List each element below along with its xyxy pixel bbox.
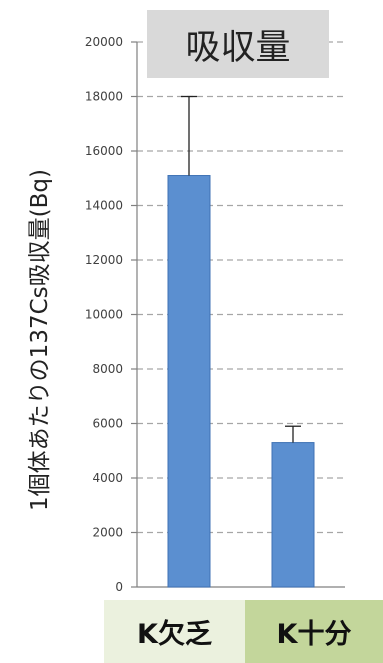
y-tick-label: 12000 — [85, 253, 123, 267]
y-tick-label: 16000 — [85, 144, 123, 158]
bar-k-sufficient — [271, 442, 315, 588]
y-tick-label: 6000 — [92, 417, 123, 431]
category-label-k-sufficient: K十分 — [245, 600, 383, 663]
y-tick-label: 18000 — [85, 90, 123, 104]
y-tick-label: 8000 — [92, 362, 123, 376]
y-tick-label: 14000 — [85, 199, 123, 213]
y-tick-label: 2000 — [92, 526, 123, 540]
y-tick-labels: 0 2000 4000 6000 8000 10000 12000 14000 16000 180… — [85, 35, 123, 594]
y-tick-label: 10000 — [85, 308, 123, 322]
error-bars — [181, 95, 301, 443]
y-tick-label: 20000 — [85, 35, 123, 49]
bars — [167, 175, 315, 588]
bar-k-deficient — [167, 175, 211, 588]
chart-title: 吸収量 — [185, 27, 291, 68]
y-tick-label: 4000 — [92, 471, 123, 485]
y-tick-label: 0 — [115, 580, 123, 594]
y-axis-label: 1個体あたりの137Cs吸収量(Bq) — [27, 169, 53, 511]
category-label-k-deficient: K欠乏 — [104, 600, 245, 663]
chart-title-box — [147, 10, 329, 78]
